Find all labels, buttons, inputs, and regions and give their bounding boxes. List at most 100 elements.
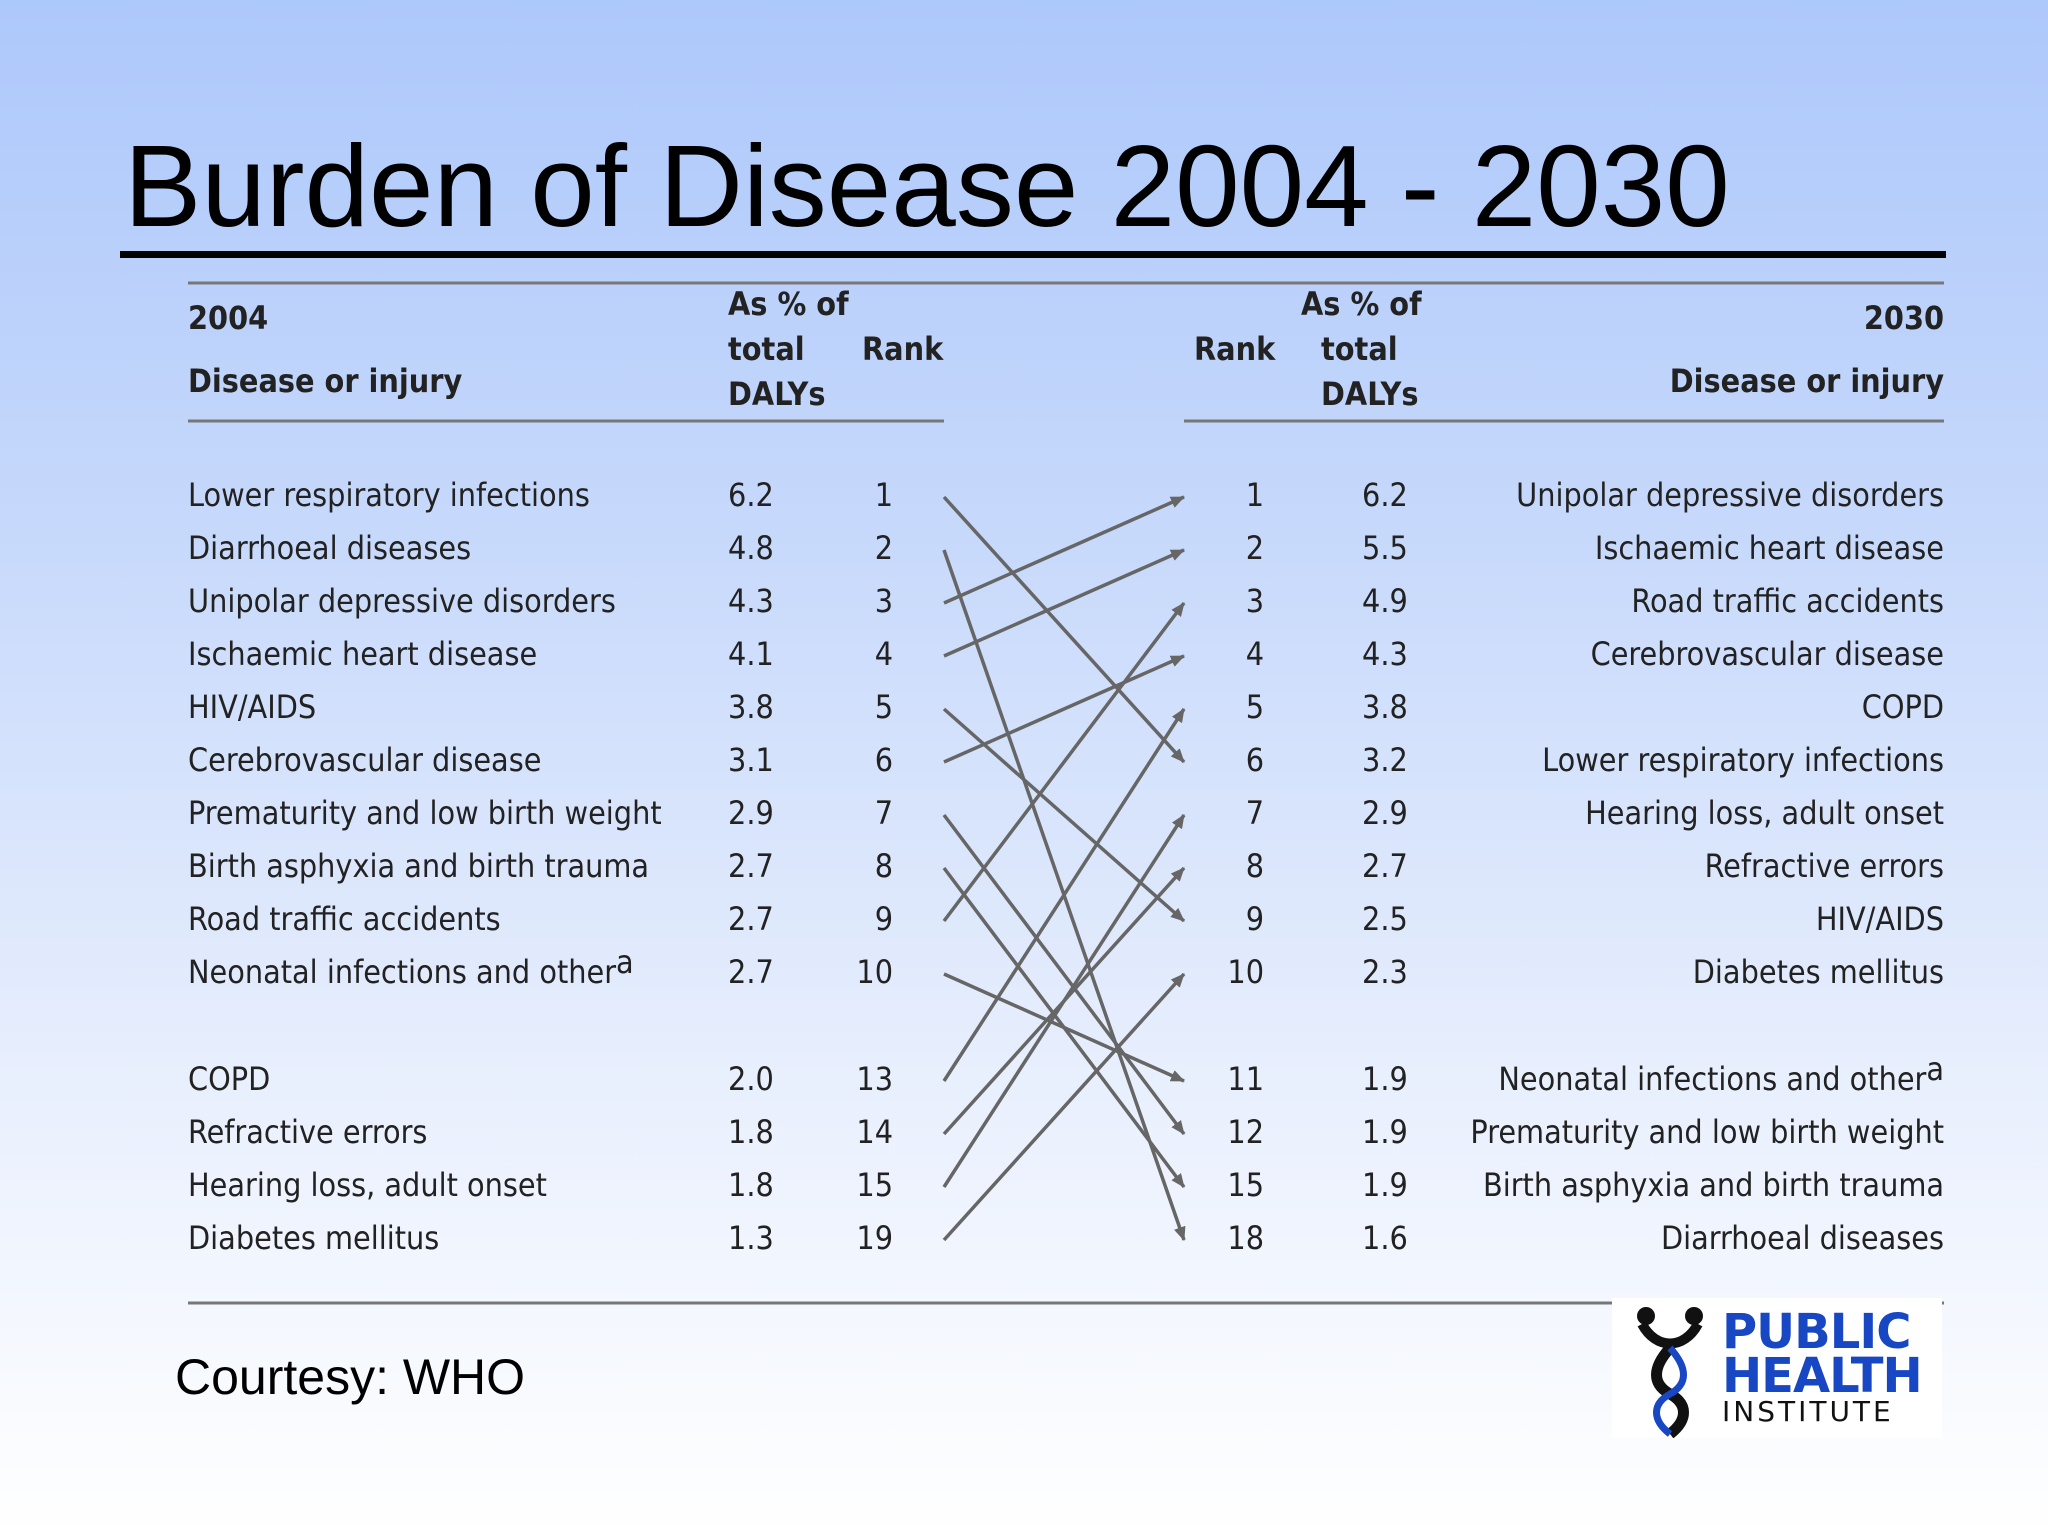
left-pct-value: 1.3 — [728, 1219, 774, 1257]
right-rank-value: 8 — [1246, 847, 1264, 885]
left-disease-name: Lower respiratory infections — [188, 476, 590, 514]
person-figure-icon — [1637, 1307, 1703, 1438]
left-pct-value: 2.0 — [728, 1060, 774, 1098]
left-pct-value: 1.8 — [728, 1113, 774, 1151]
rank-change-arrow — [942, 813, 1186, 1136]
left-pct-header-line3: DALYs — [728, 375, 826, 413]
left-disease-name: Refractive errors — [188, 1113, 427, 1151]
right-pct-value: 5.5 — [1362, 529, 1408, 567]
left-disease-name: Prematurity and low birth weight — [188, 794, 662, 832]
left-rank-value: 13 — [856, 1060, 893, 1098]
right-pct-header-line2: total — [1321, 330, 1398, 368]
right-disease-name: Unipolar depressive disorders — [1516, 476, 1944, 514]
right-rank-value: 3 — [1246, 582, 1264, 620]
right-year-header: 2030 — [1864, 299, 1944, 337]
right-pct-value: 3.8 — [1362, 688, 1408, 726]
left-pct-value: 3.1 — [728, 741, 774, 779]
left-disease-name: Birth asphyxia and birth trauma — [188, 847, 649, 885]
left-disease-name: Hearing loss, adult onset — [188, 1166, 547, 1204]
left-rank-value: 2 — [875, 529, 893, 567]
right-rank-value: 11 — [1227, 1060, 1264, 1098]
right-pct-value: 1.9 — [1362, 1113, 1408, 1151]
footnote-marker: a — [616, 943, 634, 981]
right-disease-name: Road traffic accidents — [1631, 582, 1944, 620]
right-disease-name: COPD — [1862, 688, 1944, 726]
right-rank-header: Rank — [1194, 330, 1276, 368]
right-rank-value: 9 — [1246, 900, 1264, 938]
right-rank-value: 7 — [1246, 794, 1264, 832]
right-disease-name: Cerebrovascular disease — [1591, 635, 1944, 673]
right-rank-value: 12 — [1227, 1113, 1264, 1151]
left-disease-name: Diarrhoeal diseases — [188, 529, 471, 567]
right-disease-name: Hearing loss, adult onset — [1585, 794, 1944, 832]
left-disease-name: COPD — [188, 1060, 270, 1098]
right-rank-value: 10 — [1227, 953, 1264, 991]
left-rank-value: 1 — [875, 476, 893, 514]
left-disease-name: Diabetes mellitus — [188, 1219, 439, 1257]
right-rank-value: 5 — [1246, 688, 1264, 726]
rank-change-arrow — [943, 548, 1185, 658]
right-pct-value: 2.9 — [1362, 794, 1408, 832]
left-rank-value: 8 — [875, 847, 893, 885]
left-rank-value: 19 — [856, 1219, 893, 1257]
slide-title: Burden of Disease 2004 - 2030 — [124, 121, 1730, 251]
rank-change-arrow — [942, 972, 1186, 1242]
left-pct-value: 4.8 — [728, 529, 774, 567]
right-disease-name: Lower respiratory infections — [1542, 741, 1944, 779]
logo-text-health: HEALTH — [1722, 1348, 1923, 1404]
left-disease-name: Ischaemic heart disease — [188, 635, 537, 673]
right-pct-value: 2.7 — [1362, 847, 1408, 885]
right-pct-value: 3.2 — [1362, 741, 1408, 779]
left-pct-value: 2.7 — [728, 953, 774, 991]
right-disease-name: HIV/AIDS — [1816, 900, 1944, 938]
rank-change-arrow — [942, 814, 1186, 1188]
right-rank-value: 4 — [1246, 635, 1264, 673]
right-pct-value: 1.6 — [1362, 1219, 1408, 1257]
right-disease-name: Prematurity and low birth weight — [1470, 1113, 1944, 1151]
right-disease-name: Birth asphyxia and birth trauma — [1483, 1166, 1944, 1204]
left-rank-header: Rank — [862, 330, 944, 368]
footnote-marker: a — [1926, 1050, 1944, 1088]
right-pct-value: 1.9 — [1362, 1166, 1408, 1204]
left-rank-value: 4 — [875, 635, 893, 673]
right-pct-value: 1.9 — [1362, 1060, 1408, 1098]
right-disease-name: Diarrhoeal diseases — [1661, 1219, 1944, 1257]
left-rank-value: 15 — [856, 1166, 893, 1204]
right-disease-name: Ischaemic heart disease — [1595, 529, 1944, 567]
right-rank-value: 1 — [1246, 476, 1264, 514]
right-rank-value: 2 — [1246, 529, 1264, 567]
right-disease-name: Refractive errors — [1705, 847, 1944, 885]
right-pct-value: 4.3 — [1362, 635, 1408, 673]
left-pct-value: 6.2 — [728, 476, 774, 514]
rank-change-arrow — [942, 707, 1186, 923]
right-pct-header-line3: DALYs — [1321, 375, 1419, 413]
left-disease-name: Neonatal infections and othera — [188, 943, 634, 991]
right-disease-name: Neonatal infections and othera — [1498, 1050, 1944, 1098]
left-disease-name: Cerebrovascular disease — [188, 741, 541, 779]
left-pct-value: 4.1 — [728, 635, 774, 673]
right-rank-value: 15 — [1227, 1166, 1264, 1204]
right-pct-value: 6.2 — [1362, 476, 1408, 514]
logo-text-public: PUBLIC — [1722, 1304, 1911, 1360]
left-pct-header-line1: As % of — [728, 285, 849, 323]
left-pct-value: 4.3 — [728, 582, 774, 620]
left-disease-header: Disease or injury — [188, 362, 462, 400]
courtesy-note: Courtesy: WHO — [175, 1349, 526, 1405]
left-disease-name: Unipolar depressive disorders — [188, 582, 616, 620]
right-rank-value: 6 — [1246, 741, 1264, 779]
right-disease-header: Disease or injury — [1670, 362, 1944, 400]
left-pct-value: 2.9 — [728, 794, 774, 832]
rank-change-arrow — [943, 972, 1185, 1083]
right-pct-value: 2.5 — [1362, 900, 1408, 938]
right-pct-header-line1: As % of — [1301, 285, 1422, 323]
rank-change-arrow — [942, 495, 1186, 764]
right-rank-value: 18 — [1227, 1219, 1264, 1257]
rank-change-arrow — [943, 495, 1185, 605]
right-pct-value: 4.9 — [1362, 582, 1408, 620]
right-disease-name: Diabetes mellitus — [1693, 953, 1944, 991]
left-disease-name: Road traffic accidents — [188, 900, 501, 938]
left-disease-name: HIV/AIDS — [188, 688, 316, 726]
title-underline — [120, 251, 1946, 258]
public-health-institute-logo: PUBLIC HEALTH INSTITUTE — [1612, 1298, 1942, 1438]
